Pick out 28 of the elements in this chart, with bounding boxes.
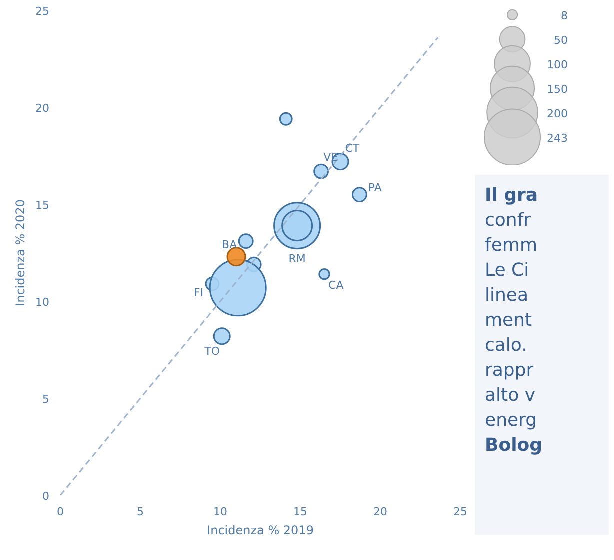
x-tick-label: 10 — [214, 506, 228, 518]
annotation: CT — [345, 142, 360, 155]
y-tick-label: 0 — [42, 490, 50, 503]
legend-label: 243 — [547, 132, 568, 145]
x-tick-label: 25 — [454, 506, 468, 518]
annotation: PA — [368, 181, 382, 194]
y-tick-label: 10 — [36, 296, 50, 309]
y-tick-label: 5 — [42, 393, 50, 406]
legend-label: 150 — [547, 82, 568, 96]
legend-label: 50 — [554, 34, 568, 47]
y-tick-label: 20 — [36, 102, 50, 115]
annotation: RM — [288, 252, 306, 266]
y-axis-title: Incidenza % 2020 — [14, 200, 28, 306]
annotation: TO — [204, 345, 220, 358]
x-tick-label: 15 — [294, 506, 308, 518]
legend-label: 200 — [547, 107, 568, 120]
legend-label: 100 — [547, 58, 568, 72]
x-axis-title: Incidenza % 2019 — [207, 524, 314, 538]
x-tick-label: 20 — [374, 506, 388, 518]
x-tick-label: 0 — [57, 506, 64, 518]
x-tick-label: 5 — [137, 506, 144, 518]
text: Il gra confr femm Le Ci linea ment calo. rappr alto v energ Bolog — [485, 185, 543, 456]
annotation: FI — [194, 286, 204, 300]
y-tick-label: 15 — [36, 199, 50, 212]
legend-label: 8 — [561, 9, 568, 22]
annotation: CA — [328, 278, 344, 292]
annotation: BA — [222, 238, 238, 252]
y-tick-label: 25 — [36, 5, 50, 18]
